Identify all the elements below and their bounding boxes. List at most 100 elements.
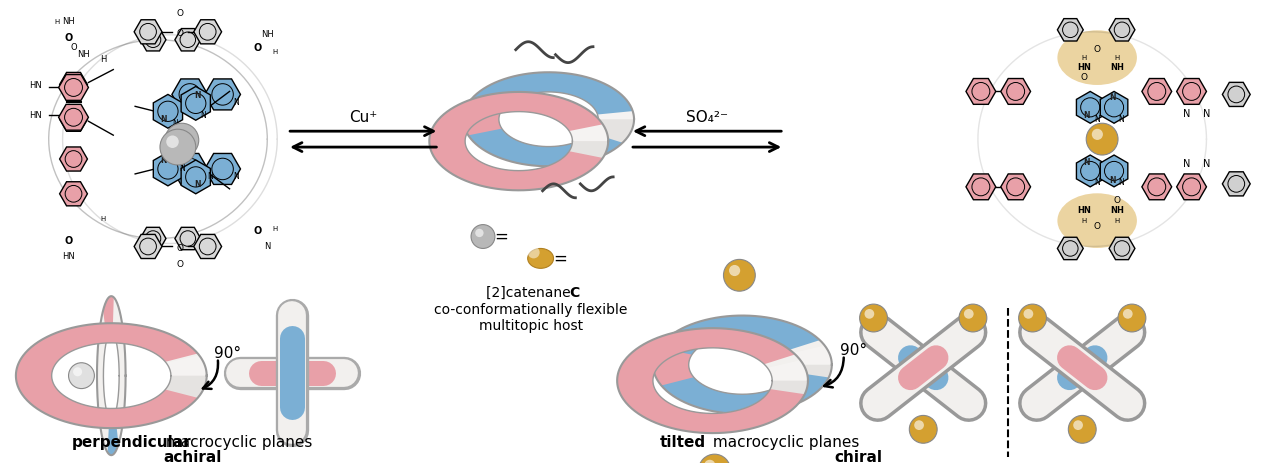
Polygon shape [134,20,163,44]
Text: N: N [195,180,201,189]
Polygon shape [172,79,207,110]
Text: O: O [1093,222,1101,231]
Polygon shape [15,354,58,398]
Text: N: N [1108,176,1115,185]
Text: N: N [207,172,212,181]
Polygon shape [193,234,221,259]
Text: HN: HN [1078,63,1091,72]
Text: N: N [200,172,206,181]
Text: H: H [101,216,106,222]
Polygon shape [1101,155,1128,187]
Polygon shape [429,141,608,190]
Polygon shape [617,328,805,433]
Circle shape [1019,304,1047,332]
Text: O: O [64,235,73,246]
Text: NH: NH [63,17,76,27]
Text: N: N [200,97,206,107]
Text: SO₄²⁻: SO₄²⁻ [686,110,728,125]
Text: O: O [253,43,261,53]
Polygon shape [617,360,808,433]
Polygon shape [653,315,832,414]
Text: N: N [161,157,168,165]
Circle shape [1123,309,1133,319]
Polygon shape [97,376,125,455]
Text: achiral: achiral [164,450,221,465]
Text: HN: HN [63,252,76,261]
Text: N: N [1203,110,1210,119]
Text: C: C [570,286,580,300]
Polygon shape [154,95,183,128]
Circle shape [69,363,95,389]
Polygon shape [59,104,88,130]
Polygon shape [1057,237,1083,260]
Ellipse shape [1057,30,1137,85]
Polygon shape [1108,19,1135,41]
Circle shape [909,415,937,443]
Text: N: N [1083,111,1089,120]
Polygon shape [1001,174,1030,200]
Polygon shape [205,153,241,185]
Polygon shape [140,28,166,51]
Circle shape [1024,309,1033,319]
Polygon shape [463,72,634,166]
Polygon shape [653,348,694,385]
Polygon shape [15,376,206,428]
Polygon shape [966,79,996,104]
Text: Cu⁺: Cu⁺ [349,110,378,125]
Circle shape [704,460,716,466]
Polygon shape [1142,79,1171,104]
Polygon shape [1108,237,1135,260]
Polygon shape [463,119,634,166]
Polygon shape [617,328,808,433]
Polygon shape [29,0,337,278]
Circle shape [723,260,755,291]
Polygon shape [429,113,475,145]
Polygon shape [653,346,832,414]
Text: N: N [161,115,168,124]
Text: macrocyclic planes: macrocyclic planes [708,435,859,450]
Circle shape [166,136,179,148]
Polygon shape [175,227,201,250]
Text: H: H [1115,218,1120,224]
Polygon shape [1222,82,1251,106]
Text: N: N [200,111,206,120]
Text: N: N [1117,115,1124,123]
Circle shape [73,367,82,377]
Polygon shape [60,107,87,131]
Polygon shape [617,363,658,403]
Text: NH: NH [261,30,274,39]
Polygon shape [193,20,221,44]
Text: 90°: 90° [214,346,241,361]
Circle shape [1069,415,1096,443]
Circle shape [1117,304,1146,332]
Text: N: N [264,242,270,251]
Polygon shape [15,323,197,428]
Polygon shape [59,75,88,100]
Circle shape [964,309,974,319]
Circle shape [165,123,198,157]
Circle shape [864,309,874,319]
Polygon shape [134,234,163,259]
Text: H: H [1082,55,1087,61]
Text: macrocyclic planes: macrocyclic planes [161,435,312,450]
Polygon shape [429,122,608,190]
Text: =: = [494,227,508,246]
Polygon shape [653,315,828,414]
Text: N: N [1203,159,1210,169]
Text: O: O [177,9,183,19]
Text: co-conformationally flexible: co-conformationally flexible [434,303,627,317]
Text: chiral: chiral [835,450,883,465]
Text: N: N [1183,110,1190,119]
Polygon shape [463,101,634,166]
Polygon shape [1001,79,1030,104]
Text: N: N [233,172,238,181]
Circle shape [699,454,731,466]
Circle shape [730,265,740,276]
Ellipse shape [527,248,553,268]
Polygon shape [97,296,125,455]
Polygon shape [15,355,206,428]
Text: N: N [179,164,186,173]
Polygon shape [928,0,1266,283]
Polygon shape [60,182,87,206]
Text: H: H [1082,218,1087,224]
